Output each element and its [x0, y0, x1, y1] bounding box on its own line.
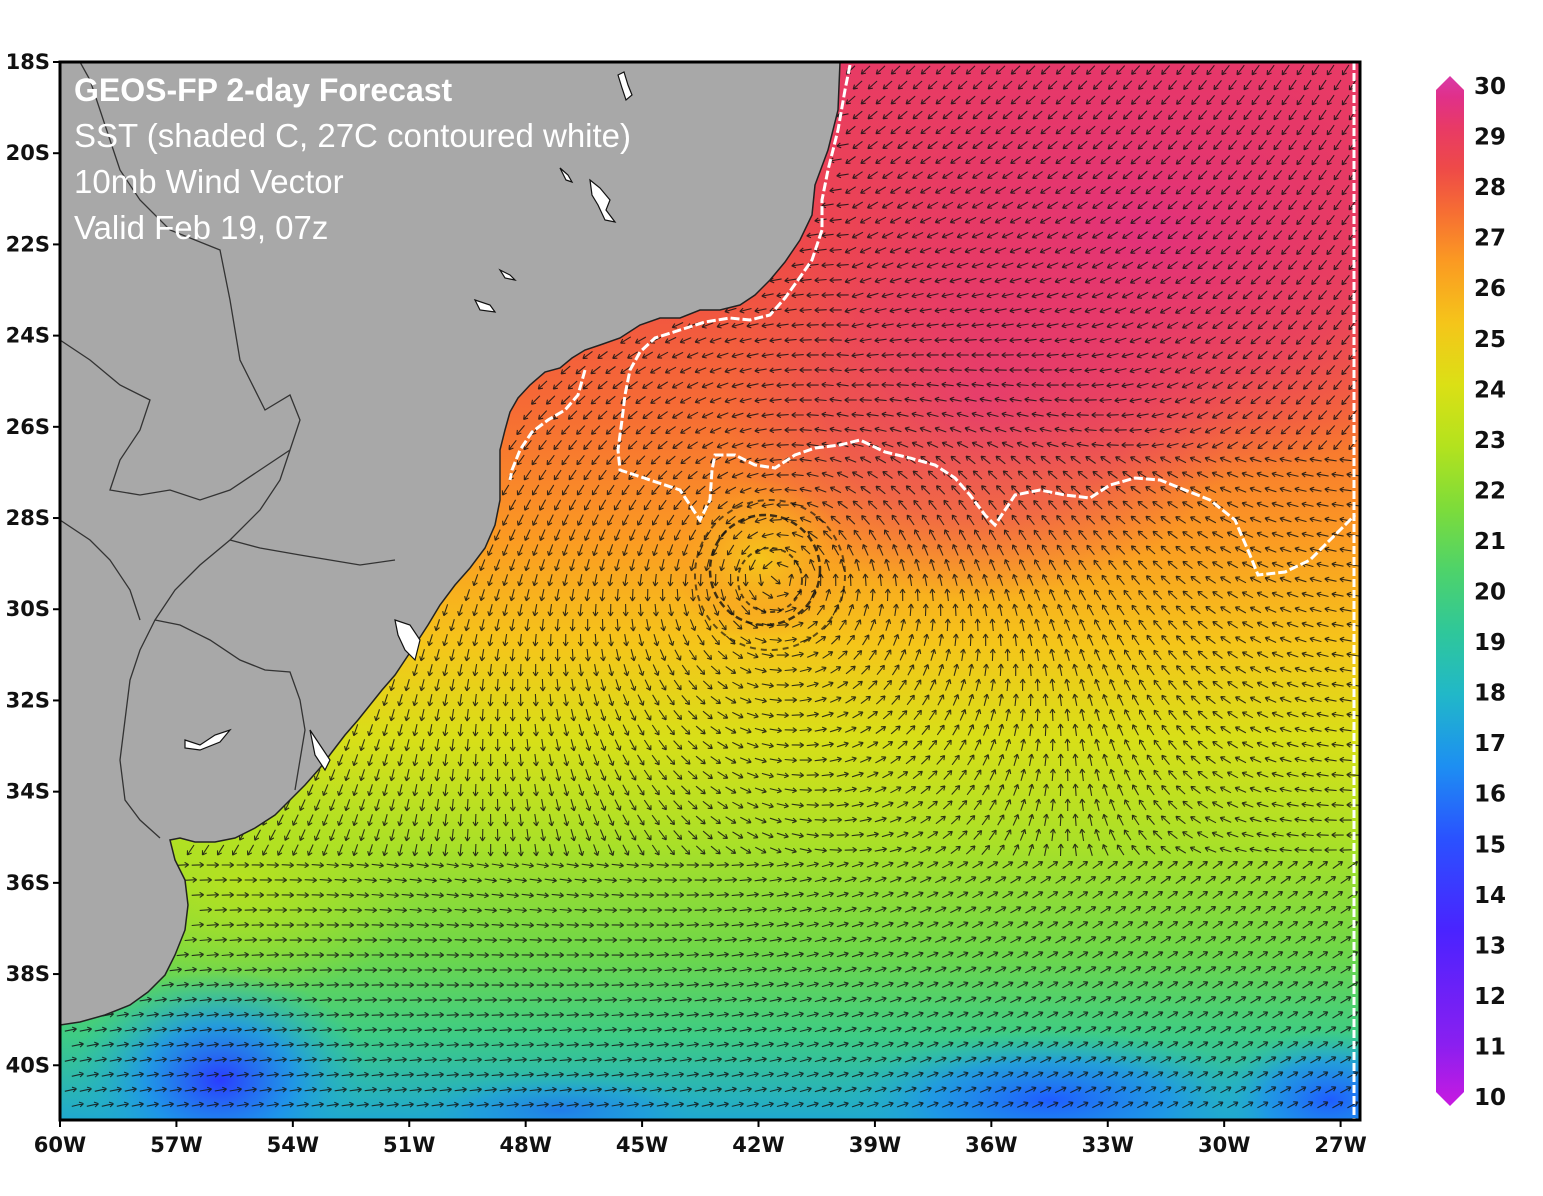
lat-tick-label: 26S [6, 415, 50, 439]
land-south-america [60, 62, 841, 1026]
wind-vectors [64, 64, 1359, 1109]
lon-tick-label: 60W [34, 1133, 86, 1157]
colorbar-bar [1436, 76, 1464, 1106]
colorbar-label: 11 [1474, 1034, 1506, 1060]
lat-tick-label: 28S [6, 506, 50, 530]
map-frame [58, 60, 1362, 1122]
title-line-3: 10mb Wind Vector [74, 163, 344, 200]
cold-water-shading-south [830, 1030, 1270, 1120]
colorbar-label: 14 [1474, 883, 1506, 909]
lon-tick-label: 48W [499, 1133, 551, 1157]
lat-tick-label: 32S [6, 688, 50, 712]
colorbar-label: 24 [1474, 377, 1506, 403]
colorbar-label: 21 [1474, 529, 1506, 555]
colorbar-label: 23 [1474, 428, 1506, 454]
colorbar-label: 27 [1474, 226, 1506, 252]
sst-27c-contour [616, 64, 1357, 577]
lat-tick-label: 18S [6, 50, 50, 74]
colorbar-label: 13 [1474, 933, 1506, 959]
colorbar-label: 30 [1474, 74, 1506, 100]
colorbar-label: 12 [1474, 984, 1506, 1010]
lat-tick-label: 20S [6, 141, 50, 165]
colorbar: 30 29 28 27 26 25 24 23 22 21 20 19 18 17 16 15 14 13 12 11… [1436, 74, 1506, 1111]
colorbar-label: 19 [1474, 630, 1506, 656]
lat-tick-label: 24S [6, 324, 50, 348]
lon-tick-label: 27W [1314, 1133, 1366, 1157]
colorbar-label: 28 [1474, 175, 1506, 201]
colorbar-label: 16 [1474, 782, 1506, 808]
lon-tick-label: 42W [732, 1133, 784, 1157]
lon-tick-label: 57W [150, 1133, 202, 1157]
lon-tick-label: 33W [1082, 1133, 1134, 1157]
storm-circulation [694, 499, 846, 651]
colorbar-label: 18 [1474, 681, 1506, 707]
colorbar-label: 26 [1474, 276, 1506, 302]
lon-tick-label: 39W [849, 1133, 901, 1157]
lon-tick-label: 36W [965, 1133, 1017, 1157]
inland-lakes [184, 71, 633, 772]
lon-tick-label: 51W [383, 1133, 435, 1157]
colorbar-label: 22 [1474, 478, 1506, 504]
lat-tick-label: 22S [6, 232, 50, 256]
lat-tick-label: 30S [6, 597, 50, 621]
lat-tick-label: 36S [6, 871, 50, 895]
country-borders [60, 62, 396, 839]
title-line-2: SST (shaded C, 27C contoured white) [74, 117, 631, 154]
title-block: GEOS-FP 2-day Forecast SST (shaded C, 27… [74, 72, 631, 246]
title-line-1: GEOS-FP 2-day Forecast [74, 72, 453, 108]
colorbar-label: 17 [1474, 731, 1506, 757]
lon-tick-label: 54W [267, 1133, 319, 1157]
longitude-axis: 60W 57W 54W 51W 48W 45W 42W 39W 36W 33W 30W 27W [34, 1120, 1367, 1157]
colorbar-label: 15 [1474, 832, 1506, 858]
latitude-axis: 18S 20S 22S 24S 26S 28S 30S 32S 34S 36S 38S 40S [6, 50, 60, 1077]
lon-tick-label: 45W [616, 1133, 668, 1157]
colorbar-label: 20 [1474, 580, 1506, 606]
lat-tick-label: 40S [6, 1053, 50, 1077]
wind-vector-field [64, 64, 1359, 1109]
cold-water-shading-west [70, 970, 370, 1120]
colorbar-label: 10 [1474, 1085, 1506, 1111]
lat-tick-label: 38S [6, 962, 50, 986]
lon-tick-label: 30W [1198, 1133, 1250, 1157]
colorbar-label: 29 [1474, 125, 1506, 151]
lat-tick-label: 34S [6, 780, 50, 804]
colorbar-labels: 30 29 28 27 26 25 24 23 22 21 20 19 18 17 16 15 14 13 12 11… [1474, 74, 1506, 1111]
colorbar-label: 25 [1474, 327, 1506, 353]
title-line-4: Valid Feb 19, 07z [74, 209, 328, 246]
map-area: GEOS-FP 2-day Forecast SST (shaded C, 27… [60, 62, 1360, 1120]
